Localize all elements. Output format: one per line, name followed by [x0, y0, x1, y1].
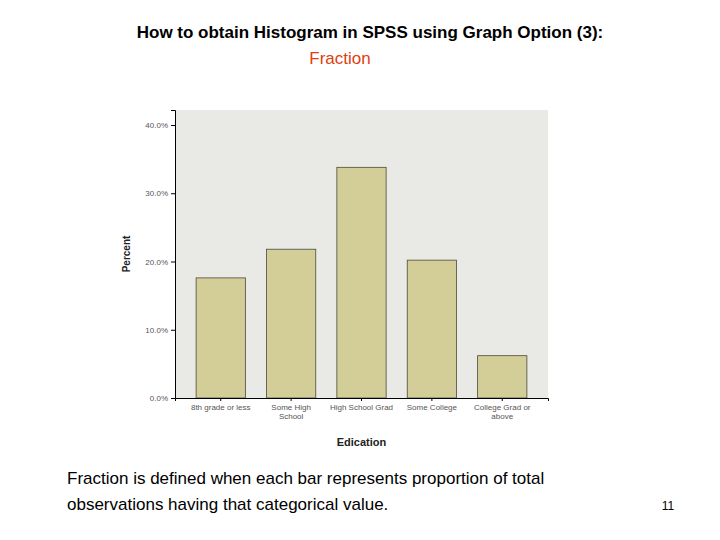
x-axis: 8th grade or less Some HighSchool High Sch… [176, 398, 549, 421]
x-tick-label: 8th grade or less [191, 403, 251, 412]
bar [478, 356, 527, 398]
x-tick: College Grad orabove [474, 398, 531, 421]
x-tick: Some HighSchool [271, 398, 311, 421]
bars [196, 167, 527, 398]
y-tick-label: 20.0% [145, 258, 168, 267]
x-axis-line [176, 399, 549, 402]
x-tick: 8th grade or less [191, 398, 251, 412]
x-tick-label: College Grad orabove [474, 403, 531, 421]
y-tick: 20.0% [145, 258, 175, 267]
x-tick-mark [291, 398, 292, 401]
title: How to obtain Histogram in SPSS using Gr… [137, 23, 604, 42]
y-axis: 0.0% 10.0% 20.0% 30.0% 40.0% [145, 111, 175, 404]
x-tick-label: Some College [407, 403, 458, 412]
y-tick: 30.0% [145, 189, 175, 198]
bar [337, 167, 386, 398]
plot-background [175, 110, 548, 398]
y-tick: 0.0% [150, 394, 175, 403]
y-tick-label: 0.0% [150, 394, 168, 403]
subtitle: Fraction [309, 49, 370, 68]
page-number: 11 [662, 499, 675, 513]
y-axis-line [171, 111, 176, 399]
y-tick-mark [171, 330, 175, 331]
y-tick-label: 10.0% [145, 326, 168, 335]
bar [266, 249, 315, 398]
x-tick: High School Grad [330, 398, 393, 412]
x-tick-label: High School Grad [330, 403, 393, 412]
y-tick: 40.0% [145, 121, 175, 130]
y-tick-label: 40.0% [145, 121, 168, 130]
y-axis-title: Percent [121, 235, 132, 272]
y-tick: 10.0% [145, 326, 175, 335]
y-tick-label: 30.0% [145, 189, 168, 198]
x-axis-title: Edication [337, 436, 387, 448]
slide: How to obtain Histogram in SPSS using Gr… [0, 0, 720, 540]
x-tick-mark [220, 398, 221, 401]
x-tick-mark [502, 398, 503, 401]
x-tick-mark [431, 398, 432, 401]
x-tick: Some College [407, 398, 458, 412]
x-tick-mark [361, 398, 362, 401]
x-tick-label: Some HighSchool [271, 403, 311, 421]
y-tick-mark [171, 398, 175, 399]
y-tick-mark [171, 262, 175, 263]
bar [196, 278, 245, 398]
bar [407, 260, 456, 398]
caption: Fraction is defined when each bar repres… [67, 469, 544, 514]
y-tick-mark [171, 125, 175, 126]
y-tick-mark [171, 193, 175, 194]
